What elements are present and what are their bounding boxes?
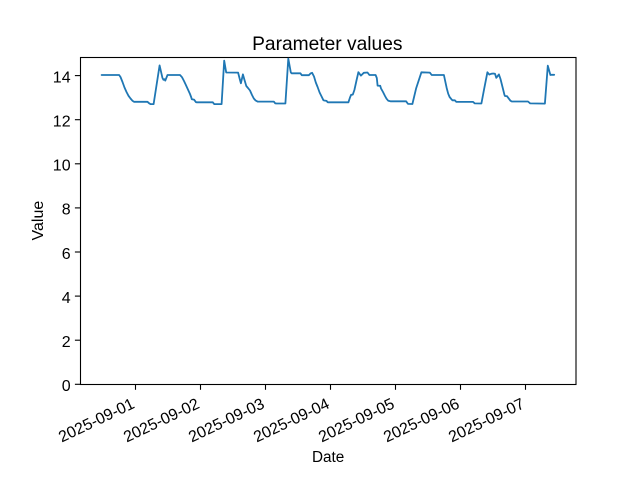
- svg-text:14: 14: [53, 69, 71, 86]
- svg-text:4: 4: [62, 290, 71, 307]
- svg-text:8: 8: [62, 202, 71, 219]
- svg-text:Parameter values: Parameter values: [252, 34, 402, 55]
- svg-text:2: 2: [62, 334, 71, 351]
- svg-text:12: 12: [53, 114, 71, 131]
- svg-text:Value: Value: [30, 201, 47, 241]
- svg-text:6: 6: [62, 246, 71, 263]
- svg-text:10: 10: [53, 158, 71, 175]
- svg-text:Date: Date: [312, 449, 344, 466]
- svg-text:0: 0: [62, 378, 71, 395]
